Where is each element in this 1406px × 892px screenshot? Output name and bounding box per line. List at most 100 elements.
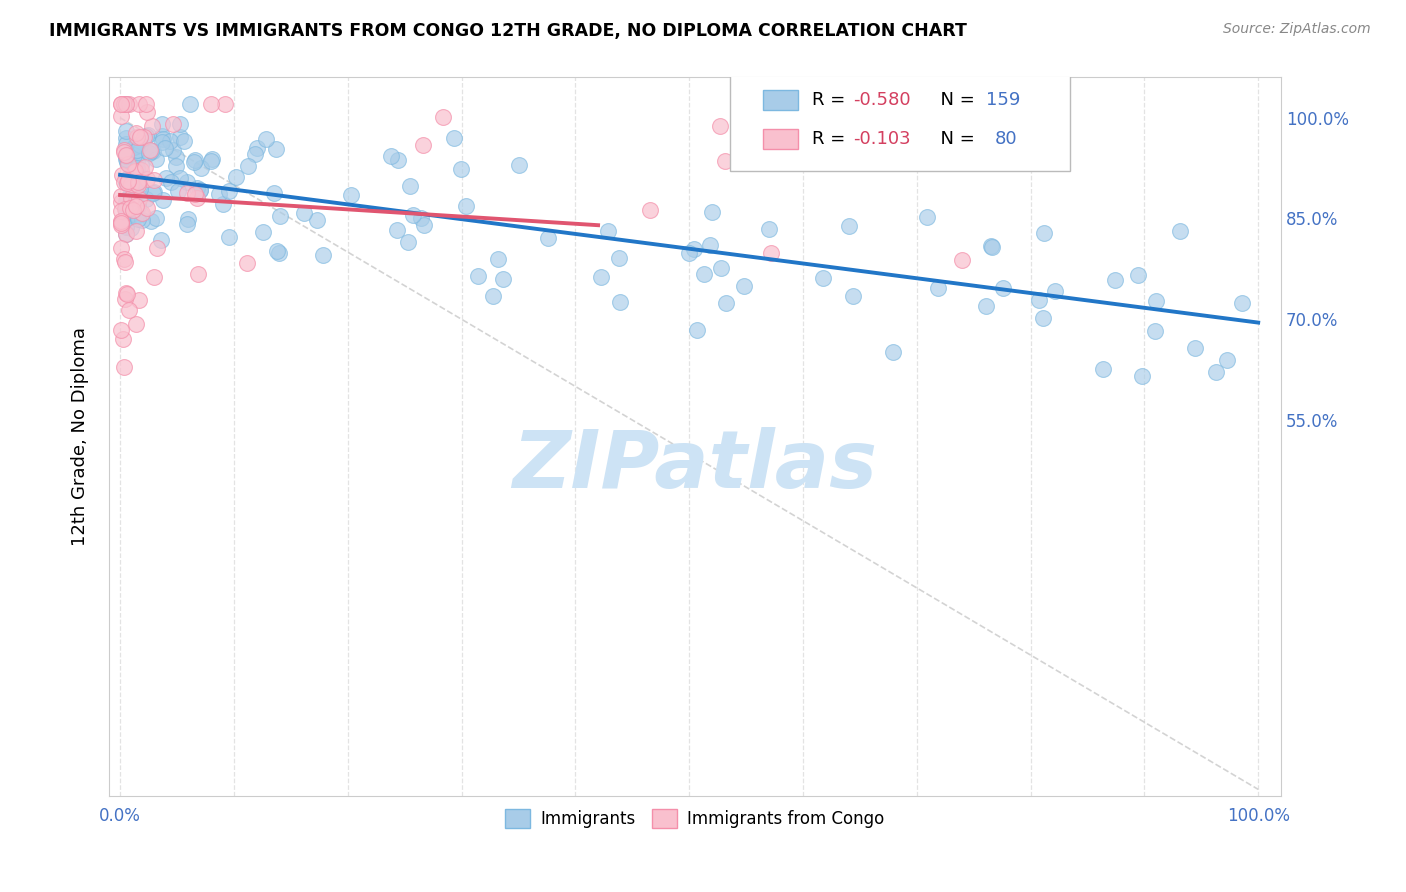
Point [146,241,169,255]
Point [127,212,149,227]
Point [714,295,737,310]
Point [114,149,136,163]
Point [125,126,148,140]
Point [432,110,454,124]
Text: N =: N = [929,130,981,148]
Text: R =: R = [813,91,851,109]
Point [169,130,191,145]
Point [733,278,755,293]
Point [686,323,709,337]
Point [1184,341,1206,355]
Point [114,194,136,208]
Point [139,144,162,158]
Point [208,186,231,201]
Point [118,97,141,112]
Point [184,187,207,202]
Point [1130,368,1153,383]
Point [702,204,724,219]
Point [127,130,149,145]
Point [508,158,530,172]
Point [114,173,136,187]
Point [160,175,183,189]
Point [412,218,434,232]
Point [1128,268,1150,282]
Point [124,163,146,178]
Point [927,280,949,294]
Point [112,97,135,112]
Point [145,152,167,166]
Point [254,132,277,146]
Point [454,199,477,213]
Point [200,97,222,112]
Text: N =: N = [929,91,981,109]
Point [145,211,167,226]
Point [135,201,157,215]
Point [114,227,136,242]
Point [125,317,148,331]
Point [340,188,363,202]
Point [682,243,704,257]
Point [589,269,612,284]
Point [110,216,132,230]
Point [110,97,132,112]
Point [122,198,145,212]
Point [991,280,1014,294]
Point [134,160,156,174]
Point [132,129,155,144]
Point [142,186,165,201]
Point [638,203,661,218]
Point [311,248,333,262]
Point [110,218,132,232]
Point [218,230,240,244]
Point [111,332,134,346]
Point [125,224,148,238]
Point [135,104,157,119]
Point [118,210,141,224]
Point [110,195,132,210]
Point [128,293,150,307]
Point [450,161,472,176]
Point [245,147,267,161]
Text: -0.580: -0.580 [853,91,911,109]
Point [713,154,735,169]
Point [114,205,136,219]
Point [537,231,560,245]
Point [112,252,135,266]
Point [117,208,139,222]
Point [125,161,148,175]
Point [110,188,132,202]
Point [396,235,419,249]
Point [709,119,731,133]
Point [114,145,136,159]
Point [125,138,148,153]
Point [125,199,148,213]
Point [150,135,173,149]
Point [162,143,184,157]
Point [142,144,165,158]
Point [136,128,159,142]
Point [114,97,136,112]
FancyBboxPatch shape [763,129,799,149]
Point [115,192,138,206]
Point [152,132,174,146]
Point [467,269,489,284]
Point [169,171,191,186]
Point [266,244,288,258]
Point [115,97,138,112]
Point [173,134,195,148]
Point [117,157,139,171]
Point [246,141,269,155]
Point [127,199,149,213]
Point [225,169,247,184]
Y-axis label: 12th Grade, No Diploma: 12th Grade, No Diploma [72,327,89,546]
Point [110,109,132,123]
Point [761,245,783,260]
Point [114,175,136,189]
Point [294,206,316,220]
Point [150,128,173,143]
Point [120,187,142,202]
Text: Source: ZipAtlas.com: Source: ZipAtlas.com [1223,22,1371,37]
Point [211,196,233,211]
Point [1045,284,1067,298]
Point [121,202,143,217]
